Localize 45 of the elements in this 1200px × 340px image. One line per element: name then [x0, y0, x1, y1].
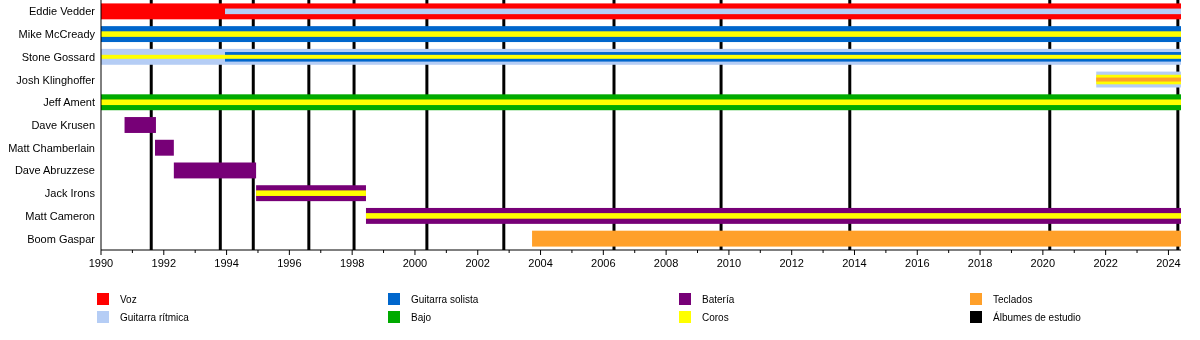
y-tick-label: Josh Klinghoffer: [16, 73, 96, 86]
x-tick-label: 2008: [653, 257, 679, 269]
x-tick-label: 1996: [277, 257, 302, 269]
bar: [173, 162, 257, 179]
y-tick-label: Stone Gossard: [21, 50, 95, 63]
x-tick-label: 2006: [591, 257, 616, 269]
x-tick-label: 2000: [402, 257, 428, 269]
y-tick-label: Dave Abruzzese: [14, 164, 95, 177]
legend-label: Coros: [702, 312, 729, 323]
x-tick-label: 2020: [1030, 257, 1056, 269]
legend-label: Álbumes de estudio: [993, 311, 1082, 323]
x-tick-label: 2018: [967, 257, 993, 269]
legend-label: Guitarra solista: [411, 294, 479, 305]
bar: [101, 31, 1181, 37]
bar: [101, 54, 1181, 59]
legend-label: Guitarra rítmica: [120, 312, 190, 323]
legend-label: Batería: [702, 294, 735, 305]
x-tick-label: 1992: [151, 257, 177, 269]
x-tick-label: 2010: [716, 257, 742, 269]
x-tick-label: 2002: [465, 257, 490, 269]
legend-label: Voz: [120, 294, 137, 305]
y-tick-label: Eddie Vedder: [28, 5, 96, 18]
x-tick-label: 2014: [842, 257, 867, 269]
y-tick-label: Dave Krusen: [31, 119, 95, 131]
legend-label: Bajo: [411, 312, 432, 323]
bar: [256, 190, 366, 196]
x-tick-label: 2012: [779, 257, 804, 269]
x-tick-label: 1990: [88, 257, 114, 269]
y-tick-label: Matt Cameron: [25, 209, 95, 222]
bar: [101, 99, 1181, 106]
bar: [365, 213, 1181, 219]
y-tick-label: Boom Gaspar: [27, 232, 96, 245]
x-tick-label: 1998: [339, 257, 365, 269]
bar: [124, 117, 156, 133]
legend-label: Teclados: [993, 294, 1033, 305]
y-tick-label: Jack Irons: [44, 187, 96, 200]
x-tick-label: 2016: [905, 257, 930, 269]
y-tick-label: Mike McCready: [18, 28, 96, 41]
x-tick-label: 2024: [1156, 257, 1181, 269]
y-tick-label: Jeff Ament: [43, 96, 95, 109]
x-tick-label: 1994: [214, 257, 239, 269]
x-tick-label: 2004: [528, 257, 553, 269]
y-tick-label: Matt Chamberlain: [8, 141, 95, 154]
x-tick-label: 2022: [1093, 257, 1118, 269]
bar: [155, 139, 174, 156]
